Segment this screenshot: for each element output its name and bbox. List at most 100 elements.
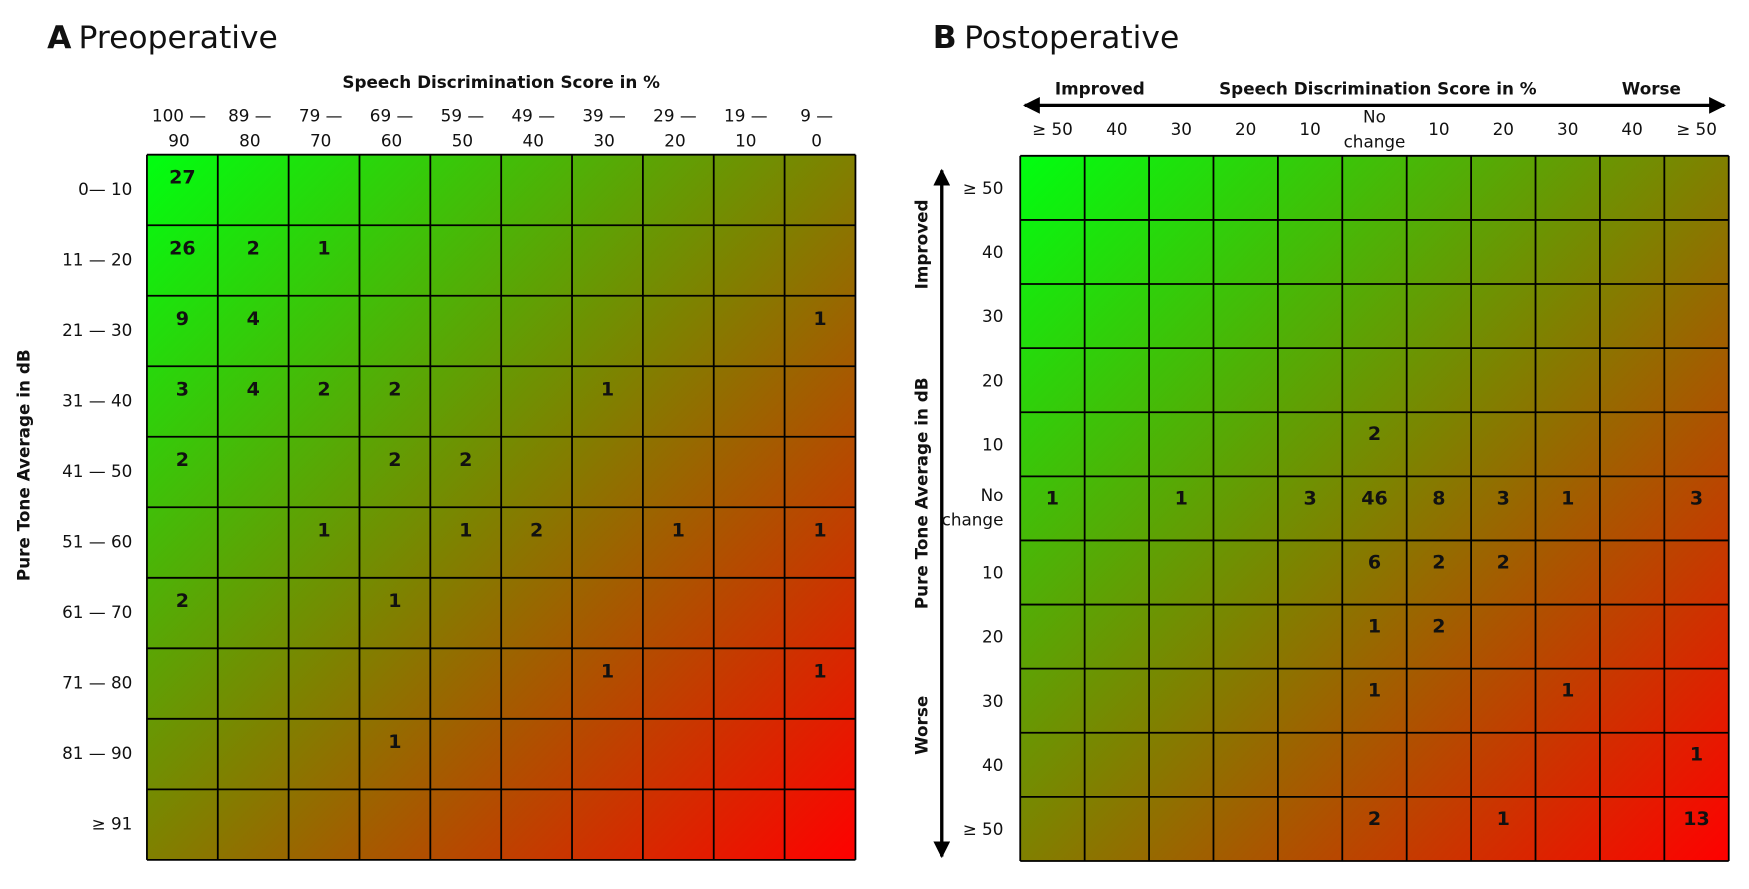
column-label: No — [1363, 107, 1386, 127]
column-label: 30 — [1171, 119, 1192, 139]
cell-count: 2 — [1368, 423, 1381, 445]
row-label: 71 — 80 — [62, 673, 132, 693]
cell-count: 1 — [813, 660, 826, 682]
cell-count: 2 — [317, 378, 330, 400]
cell-count: 1 — [459, 519, 472, 541]
grid-background — [1020, 155, 1729, 861]
row-label: 11 — 20 — [62, 249, 132, 269]
column-label: 40 — [1621, 119, 1642, 139]
cell-count: 9 — [176, 308, 189, 330]
cell-count: 8 — [1432, 487, 1445, 509]
cell-count: 1 — [1175, 487, 1188, 509]
cell-count: 2 — [530, 519, 543, 541]
cell-count: 2 — [459, 449, 472, 471]
column-label: 100 — — [152, 106, 206, 126]
column-label: 9 — — [800, 106, 833, 126]
y-bottom-label: Worse — [912, 696, 932, 755]
column-label: 70 — [310, 130, 331, 150]
row-label: 40 — [982, 755, 1003, 775]
row-label: No — [981, 485, 1004, 505]
column-label: 59 — — [441, 106, 485, 126]
cell-count: 1 — [601, 660, 614, 682]
cell-count: 1 — [813, 519, 826, 541]
cell-count: 13 — [1683, 808, 1710, 830]
column-label: 39 — — [582, 106, 626, 126]
cell-count: 2 — [247, 237, 260, 259]
cell-count: 1 — [388, 590, 401, 612]
column-label: 29 — — [653, 106, 697, 126]
column-label: 40 — [1106, 119, 1127, 139]
row-label: 0— 10 — [78, 179, 132, 199]
cell-count: 2 — [1432, 551, 1445, 573]
row-label: 31 — 40 — [62, 391, 132, 411]
panel-label: B — [933, 20, 957, 56]
cell-count: 1 — [1690, 744, 1703, 766]
row-label: 10 — [982, 434, 1003, 454]
column-label: 30 — [1557, 119, 1578, 139]
row-label: change — [942, 510, 1004, 530]
cell-count: 1 — [1561, 487, 1574, 509]
cell-count: 1 — [672, 519, 685, 541]
x-axis-title: Speech Discrimination Score in % — [1219, 79, 1537, 99]
column-label: 60 — [381, 130, 402, 150]
column-label: 49 — — [511, 106, 555, 126]
panel-title: Preoperative — [79, 20, 278, 56]
x-right-label: Worse — [1622, 79, 1681, 99]
cell-count: 2 — [388, 378, 401, 400]
column-label: 20 — [664, 130, 685, 150]
row-label: 21 — 30 — [62, 320, 132, 340]
x-left-label: Improved — [1055, 79, 1145, 99]
column-label: 50 — [452, 130, 473, 150]
cell-count: 1 — [317, 237, 330, 259]
row-label: 20 — [982, 627, 1003, 647]
column-label: ≥ 50 — [1032, 119, 1073, 139]
row-label: ≥ 91 — [92, 814, 133, 834]
panel-label: A — [47, 20, 72, 56]
column-label: 10 — [1299, 119, 1320, 139]
column-label: 10 — [735, 130, 756, 150]
row-label: 30 — [982, 691, 1003, 711]
cell-count: 3 — [176, 378, 189, 400]
y-axis-title: Pure Tone Average in dB — [912, 377, 932, 609]
cell-count: 1 — [1497, 808, 1510, 830]
cell-count: 1 — [1046, 487, 1059, 509]
column-label: 20 — [1493, 119, 1514, 139]
cell-count: 46 — [1361, 487, 1388, 509]
row-label: 61 — 70 — [62, 602, 132, 622]
y-axis-title: Pure Tone Average in dB — [14, 349, 34, 581]
y-top-label: Improved — [912, 199, 932, 289]
cell-count: 1 — [1368, 615, 1381, 637]
cell-count: 1 — [388, 731, 401, 753]
cell-count: 3 — [1303, 487, 1316, 509]
row-label: 10 — [982, 563, 1003, 583]
column-label: 40 — [523, 130, 544, 150]
cell-count: 27 — [169, 167, 196, 189]
row-label: 81 — 90 — [62, 743, 132, 763]
column-label: 79 — — [299, 106, 343, 126]
row-label: 41 — 50 — [62, 461, 132, 481]
cell-count: 1 — [1368, 680, 1381, 702]
cell-count: 1 — [601, 378, 614, 400]
column-label: 20 — [1235, 119, 1256, 139]
column-label: 89 — — [228, 106, 272, 126]
cell-count: 1 — [813, 308, 826, 330]
cell-count: 2 — [176, 590, 189, 612]
row-label: ≥ 50 — [963, 819, 1004, 839]
row-label: 40 — [982, 242, 1003, 262]
row-label: ≥ 50 — [963, 178, 1004, 198]
cell-count: 2 — [1368, 808, 1381, 830]
column-label: ≥ 50 — [1676, 119, 1717, 139]
column-label: 30 — [593, 130, 614, 150]
cell-count: 2 — [1497, 551, 1510, 573]
x-axis-title: Speech Discrimination Score in % — [342, 72, 660, 92]
row-label: 20 — [982, 370, 1003, 390]
cell-count: 6 — [1368, 551, 1381, 573]
cell-count: 1 — [1561, 680, 1574, 702]
column-label: 10 — [1428, 119, 1449, 139]
cell-count: 2 — [176, 449, 189, 471]
row-label: 30 — [982, 306, 1003, 326]
column-label: 80 — [239, 130, 260, 150]
column-label: 0 — [811, 130, 822, 150]
